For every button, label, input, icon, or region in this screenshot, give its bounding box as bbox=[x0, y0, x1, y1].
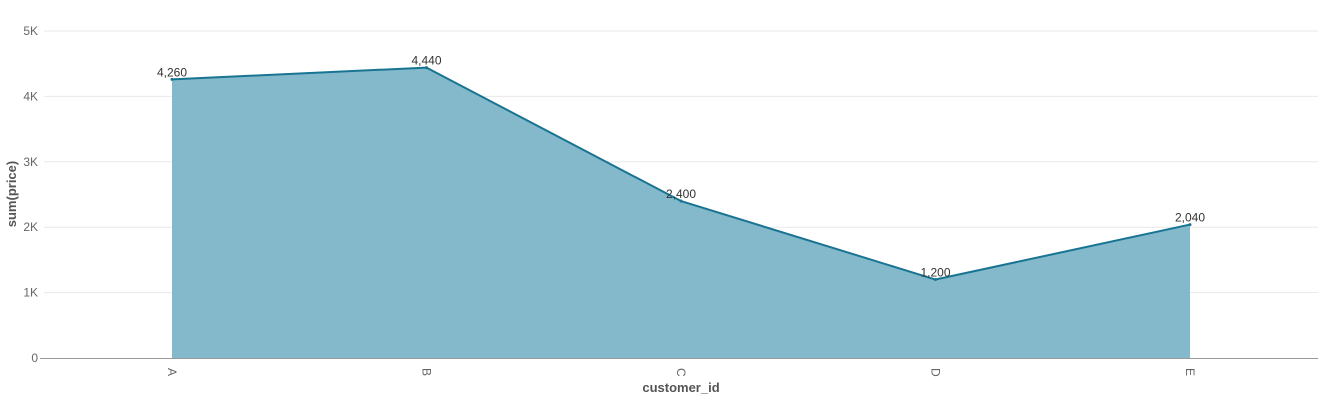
y-tick-label: 5K bbox=[23, 24, 38, 38]
data-point-A[interactable] bbox=[170, 77, 174, 81]
y-axis: 0 1K 2K 3K 4K 5K bbox=[23, 24, 38, 365]
y-axis-title: sum(price) bbox=[4, 161, 19, 227]
y-tick-label: 4K bbox=[23, 89, 38, 103]
x-tick-label: B bbox=[420, 368, 434, 376]
area-series bbox=[170, 66, 1192, 359]
data-label: 1,200 bbox=[920, 266, 950, 280]
data-label: 4,260 bbox=[157, 65, 187, 79]
area-fill bbox=[172, 67, 1190, 359]
data-label: 2,040 bbox=[1175, 211, 1205, 225]
data-point-D[interactable] bbox=[934, 278, 937, 282]
data-point-E[interactable] bbox=[1188, 223, 1192, 227]
y-tick-label: 3K bbox=[23, 155, 38, 169]
data-label: 4,440 bbox=[411, 54, 441, 68]
data-labels: 4,260 4,440 2,400 1,200 2,040 bbox=[157, 54, 1205, 280]
y-tick-label: 0 bbox=[31, 351, 38, 365]
y-tick-label: 1K bbox=[23, 286, 38, 300]
x-axis-title: customer_id bbox=[642, 380, 719, 395]
x-axis: A B C D E bbox=[40, 358, 1318, 377]
y-tick-label: 2K bbox=[23, 220, 38, 234]
data-label: 2,400 bbox=[666, 187, 696, 201]
x-tick-label: E bbox=[1183, 368, 1197, 376]
x-tick-label: D bbox=[929, 368, 943, 377]
x-tick-label: C bbox=[674, 368, 688, 377]
x-tick-label: A bbox=[165, 368, 179, 376]
data-point-B[interactable] bbox=[425, 66, 428, 70]
data-point-C[interactable] bbox=[679, 199, 683, 203]
